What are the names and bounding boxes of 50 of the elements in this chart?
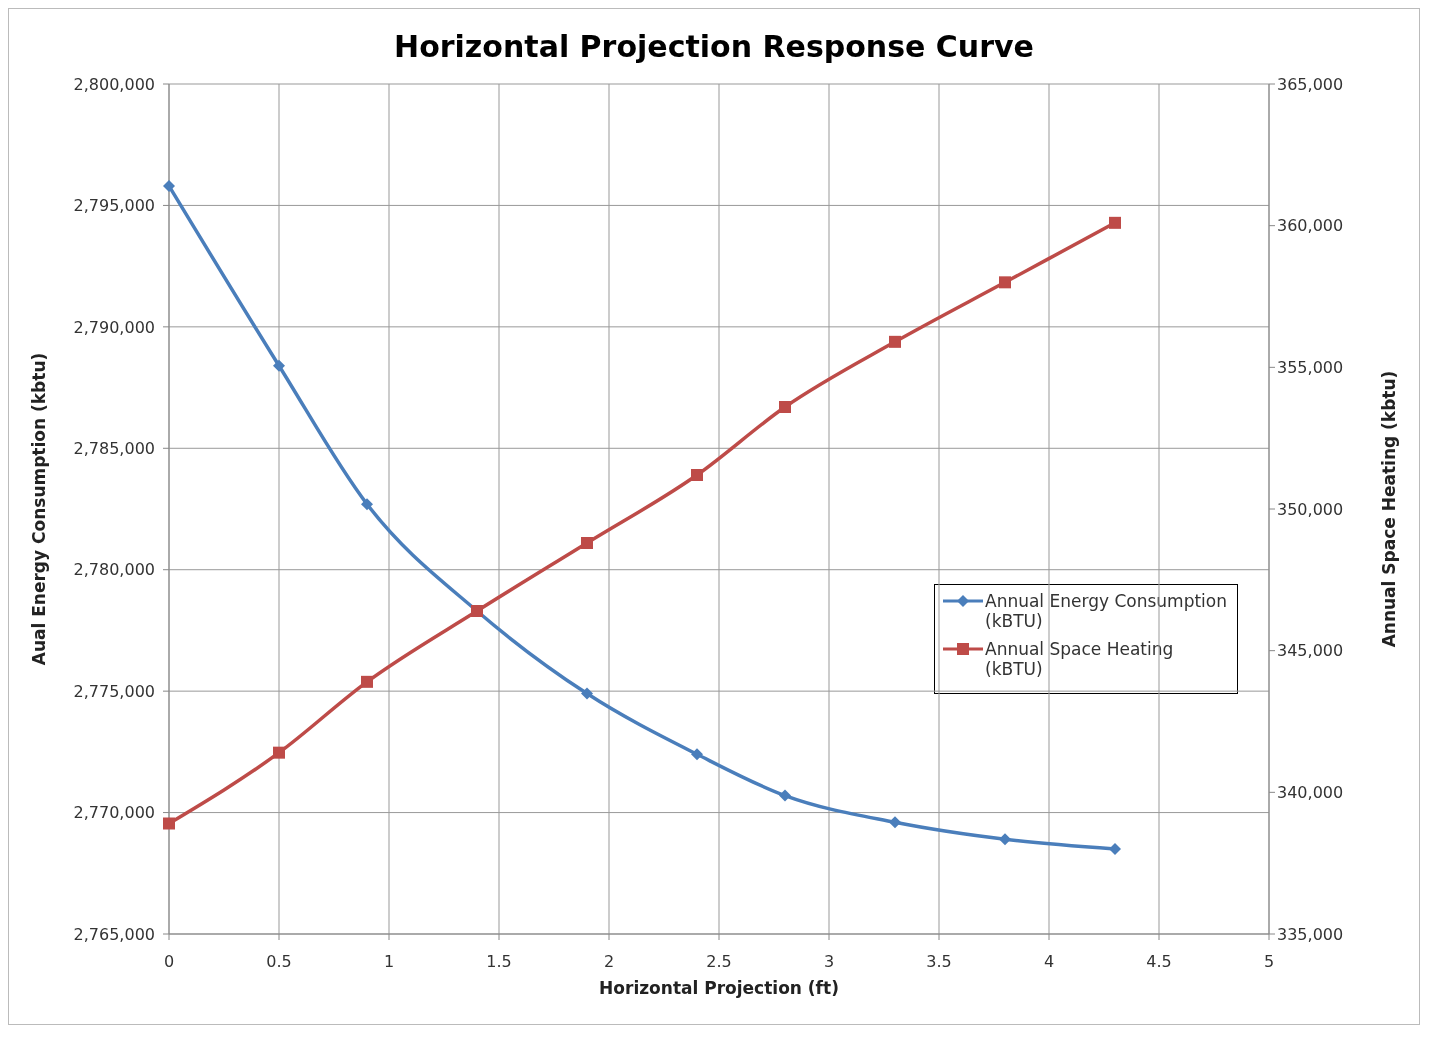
x-tick-label: 2.5 [706, 952, 732, 972]
y2-tick-label: 360,000 [1277, 216, 1344, 236]
x-axis-title: Horizontal Projection (ft) [599, 978, 839, 998]
y-axis-title: Aual Energy Consumption (kbtu) [29, 352, 50, 666]
point [1109, 216, 1121, 229]
y-tick-label: 2,795,000 [73, 196, 155, 216]
y-tick-label: 2,785,000 [73, 438, 155, 458]
point [581, 537, 593, 549]
y2-tick-label: 345,000 [1277, 641, 1344, 661]
point [999, 833, 1011, 846]
x-tick-label: 4 [1043, 952, 1055, 972]
y2-tick-label: 350,000 [1277, 499, 1344, 519]
y-tick-label: 2,770,000 [73, 803, 155, 823]
point [361, 675, 373, 688]
point [581, 687, 593, 700]
point [889, 335, 901, 348]
legend-label: Annual Space Heating (kBTU) [985, 639, 1175, 679]
point [273, 746, 285, 759]
chart-title: Horizontal Projection Response Curve [393, 28, 1035, 64]
point [691, 748, 703, 761]
y-tick-label: 2,765,000 [73, 924, 155, 944]
legend-label: Annual Energy Consumption (kBTU) [985, 591, 1228, 631]
point [691, 469, 703, 481]
y2-tick-label: 355,000 [1277, 358, 1344, 378]
y-tick-label: 2,775,000 [73, 681, 155, 701]
y2-tick-label: 365,000 [1277, 74, 1344, 94]
y2-tick-label: 340,000 [1277, 783, 1344, 803]
y2-tick-label: 335,000 [1277, 924, 1344, 944]
y2-axis-title: Annual Space Heating (kbtu) [1379, 370, 1400, 648]
point [889, 816, 901, 829]
y-tick-label: 2,780,000 [73, 560, 155, 580]
point [361, 498, 373, 511]
point [779, 401, 791, 413]
y-tick-label: 2,800,000 [73, 74, 155, 94]
x-tick-label: 1.5 [486, 952, 512, 972]
x-tick-label: 3.5 [926, 952, 952, 972]
x-tick-label: 3 [823, 952, 835, 972]
point [163, 180, 175, 192]
x-tick-label: 1 [383, 952, 395, 972]
point [999, 276, 1011, 289]
x-tick-label: 5 [1263, 952, 1275, 972]
point [273, 359, 285, 372]
x-tick-label: 4.5 [1146, 952, 1172, 972]
point [163, 817, 175, 830]
x-tick-label: 2 [603, 952, 615, 972]
y-tick-label: 2,790,000 [73, 317, 155, 337]
x-tick-label: 0.5 [266, 952, 292, 972]
x-tick-label: 0 [163, 952, 175, 972]
point [779, 789, 791, 802]
point [1109, 843, 1121, 855]
